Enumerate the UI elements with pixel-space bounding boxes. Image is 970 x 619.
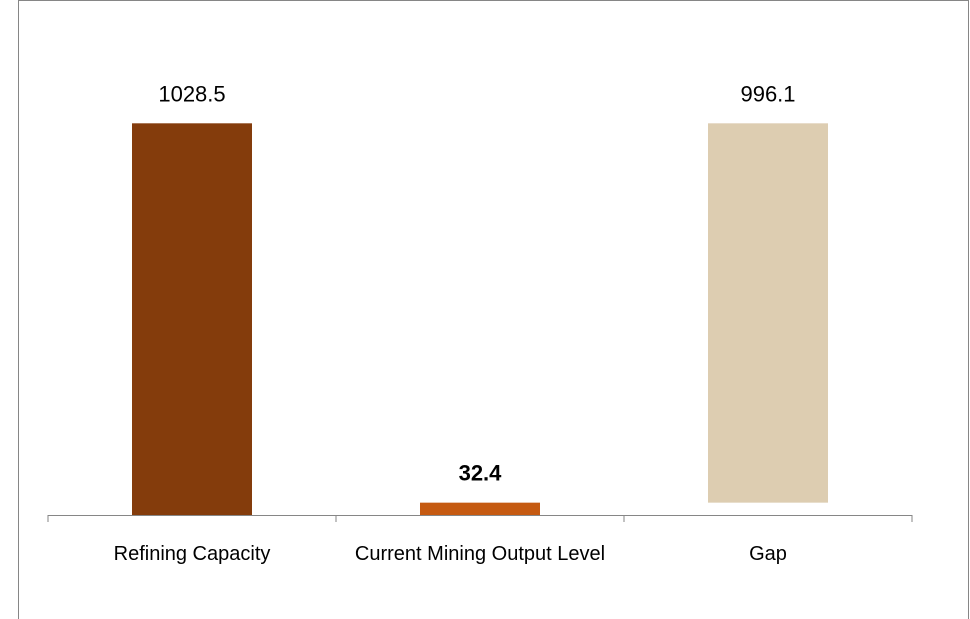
x-tick-label: Current Mining Output Level (354, 543, 606, 565)
value-label: 1028.5 (158, 81, 225, 106)
value-label: 32.4 (459, 461, 503, 486)
value-label: 996.1 (740, 81, 795, 106)
x-tick-label: Refining Capacity (113, 543, 271, 565)
bar (420, 502, 540, 515)
bar (132, 123, 252, 515)
bar (708, 123, 828, 503)
x-tick-label: Gap (749, 543, 787, 565)
chart-frame (18, 0, 969, 619)
